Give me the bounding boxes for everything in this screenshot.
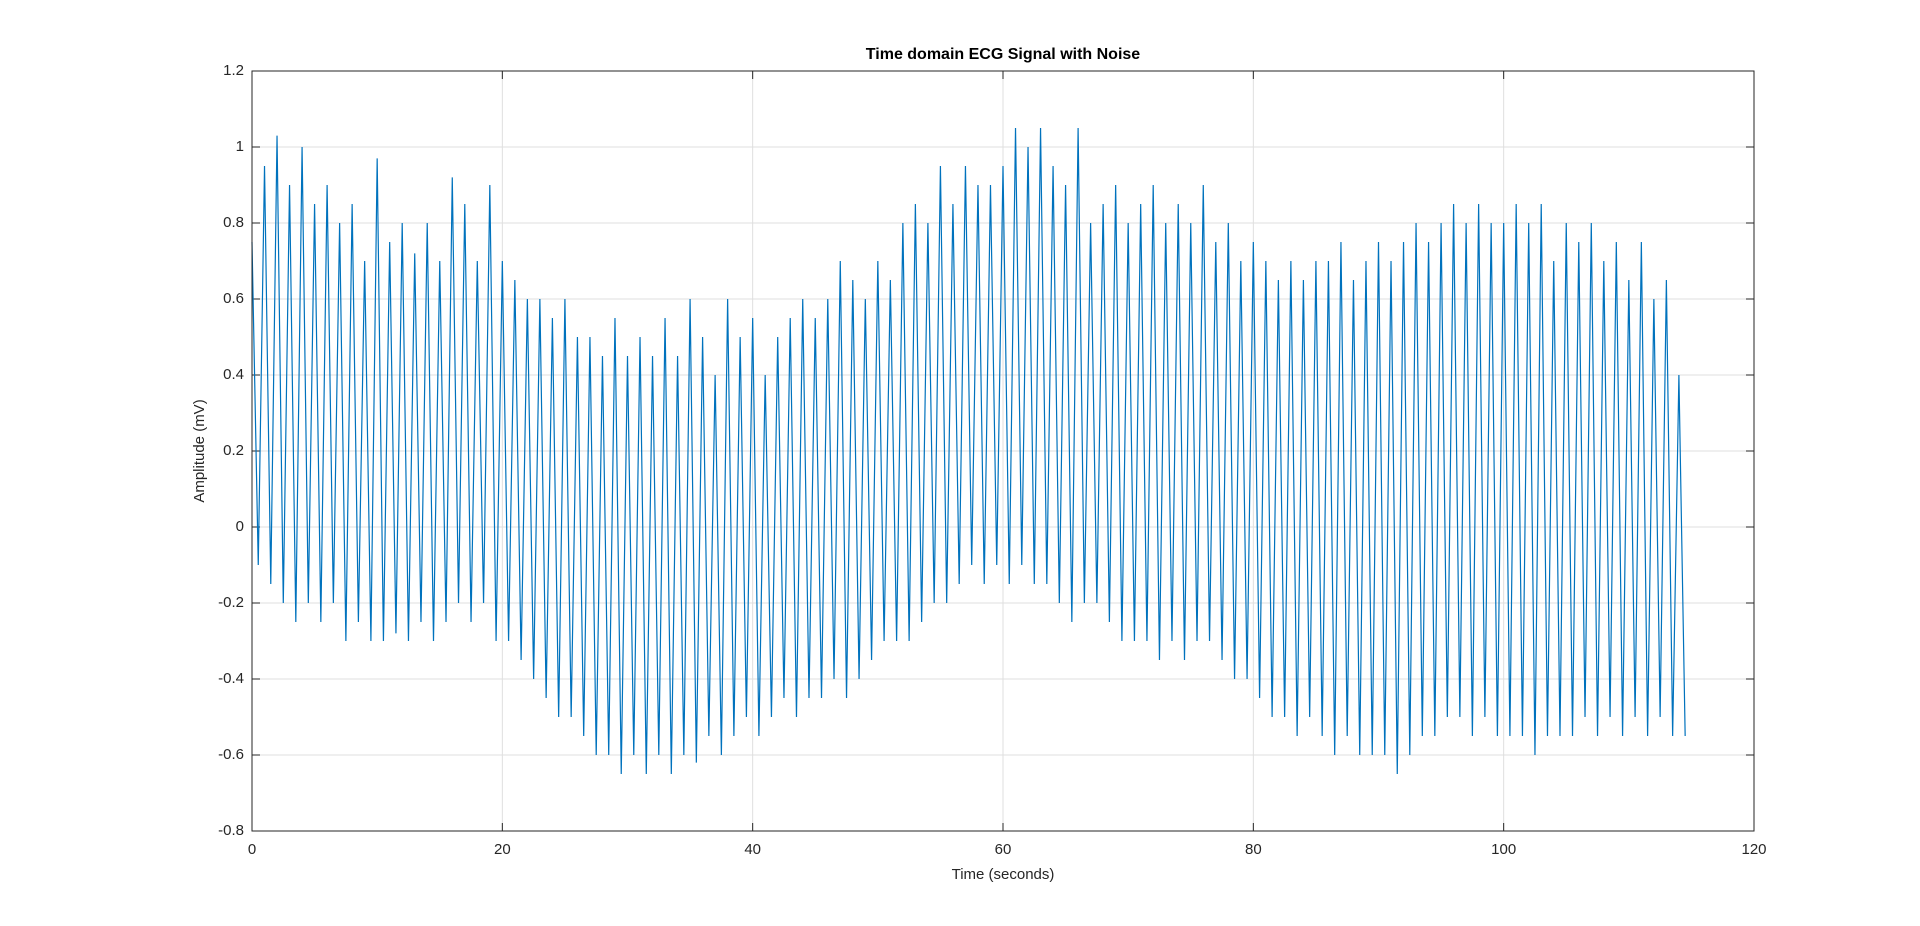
y-tick-label: 0.4: [223, 366, 244, 383]
x-axis-label: Time (seconds): [952, 866, 1055, 883]
y-tick-label: -0.4: [218, 670, 244, 687]
y-tick-label: 0.6: [223, 290, 244, 307]
y-tick-label: 0.8: [223, 214, 244, 231]
x-tick-label: 0: [248, 841, 256, 858]
y-axis-label: Amplitude (mV): [191, 399, 208, 502]
y-tick-label: 1: [236, 138, 244, 155]
y-tick-label: 1.2: [223, 62, 244, 79]
x-tick-label: 60: [995, 841, 1012, 858]
chart-title: Time domain ECG Signal with Noise: [866, 46, 1141, 63]
y-tick-label: -0.8: [218, 822, 244, 839]
x-tick-label: 100: [1491, 841, 1516, 858]
y-tick-label: -0.2: [218, 594, 244, 611]
x-tick-label: 20: [494, 841, 511, 858]
signal-line: [251, 127, 1686, 775]
x-tick-label: 40: [744, 841, 761, 858]
y-tick-label: -0.6: [218, 746, 244, 763]
y-tick-label: 0.2: [223, 442, 244, 459]
x-tick-label: 120: [1741, 841, 1766, 858]
axes-box: [251, 70, 1755, 832]
x-tick-label: 80: [1245, 841, 1262, 858]
y-tick-label: 0: [236, 518, 244, 535]
